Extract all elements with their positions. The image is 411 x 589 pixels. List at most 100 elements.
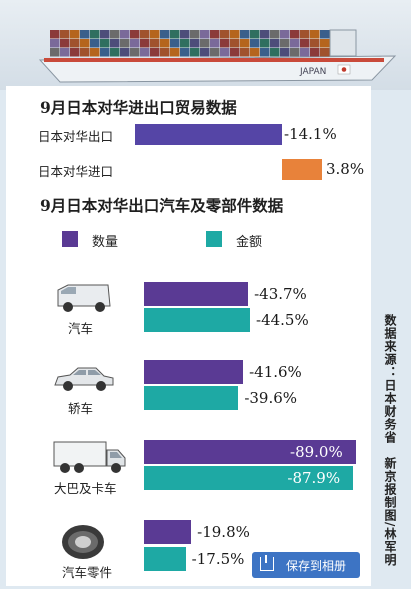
cargo-container — [80, 30, 90, 39]
cargo-container — [90, 39, 100, 48]
download-arrow-icon — [265, 555, 267, 563]
quantity-value-label: -19.8% — [197, 523, 250, 541]
legend-amount-label: 金额 — [236, 235, 263, 250]
cargo-container — [260, 39, 270, 48]
cargo-container — [240, 48, 250, 57]
section1-title: 9月日本对华进出口贸易数据 — [40, 98, 237, 117]
export-label: 日本对华出口 — [38, 129, 114, 144]
cargo-container — [70, 48, 80, 57]
cargo-container — [200, 30, 210, 39]
cargo-container — [320, 30, 330, 39]
cargo-container — [90, 30, 100, 39]
cargo-container — [140, 30, 150, 39]
cargo-container — [240, 39, 250, 48]
cargo-container — [120, 48, 130, 57]
amount-bar — [144, 547, 186, 571]
download-icon — [260, 557, 274, 571]
cargo-container — [250, 39, 260, 48]
amount-value-label: -39.6% — [244, 389, 298, 407]
cargo-container — [160, 30, 170, 39]
category-label-sedan: 轿车 — [68, 401, 94, 416]
cargo-container — [270, 48, 280, 57]
cargo-container — [250, 48, 260, 57]
amount-value-label: -44.5% — [256, 311, 309, 329]
cargo-container — [210, 30, 220, 39]
cargo-container — [160, 48, 170, 57]
cargo-container — [110, 39, 120, 48]
cargo-container — [220, 30, 230, 39]
cargo-container — [310, 30, 320, 39]
cargo-container — [320, 39, 330, 48]
category-label-bus-truck: 大巴及卡车 — [54, 481, 117, 496]
cargo-container — [290, 39, 300, 48]
quantity-value-label: -41.6% — [249, 363, 302, 381]
cargo-container — [180, 48, 190, 57]
quantity-bar — [144, 440, 356, 464]
cargo-container — [300, 39, 310, 48]
cargo-container — [230, 39, 240, 48]
cargo-container — [290, 30, 300, 39]
cargo-container — [230, 30, 240, 39]
legend-quantity-swatch — [62, 231, 78, 247]
cargo-container — [100, 30, 110, 39]
cargo-container — [70, 30, 80, 39]
cargo-container — [190, 39, 200, 48]
cargo-container — [310, 39, 320, 48]
cargo-container — [100, 39, 110, 48]
amount-bar — [144, 308, 250, 332]
truck-icon — [53, 441, 126, 473]
cargo-container — [210, 48, 220, 57]
legend-quantity-label: 数量 — [92, 235, 119, 250]
cargo-container — [260, 48, 270, 57]
cargo-container — [250, 30, 260, 39]
cargo-container — [80, 39, 90, 48]
cargo-container — [180, 39, 190, 48]
cargo-container — [50, 30, 60, 39]
cargo-container — [130, 39, 140, 48]
cargo-container — [300, 30, 310, 39]
amount-bar — [144, 466, 354, 490]
import-label: 日本对华进口 — [38, 164, 114, 179]
cargo-container — [120, 39, 130, 48]
cargo-container — [140, 39, 150, 48]
cargo-container — [200, 39, 210, 48]
header-banner: JAPAN — [0, 0, 411, 90]
category-label-parts: 汽车零件 — [62, 565, 113, 580]
source-note: 数据来源：日本财务省 新京报制图/林军明 — [383, 314, 397, 567]
cargo-container — [130, 48, 140, 57]
cargo-container — [230, 48, 240, 57]
cargo-container — [220, 48, 230, 57]
cargo-container — [170, 30, 180, 39]
tire-icon — [62, 525, 104, 559]
ship-illustration: JAPAN — [38, 29, 397, 83]
cargo-container — [200, 48, 210, 57]
save-to-album-button[interactable]: 保存到相册 — [252, 552, 360, 578]
cargo-container — [180, 30, 190, 39]
cargo-container — [50, 48, 60, 57]
section2-title: 9月日本对华出口汽车及零部件数据 — [40, 196, 284, 215]
quantity-bar — [144, 282, 249, 306]
cargo-container — [110, 30, 120, 39]
cargo-container — [170, 39, 180, 48]
cargo-container — [160, 39, 170, 48]
legend-amount-swatch — [206, 231, 222, 247]
cargo-container — [170, 48, 180, 57]
save-to-album-label: 保存到相册 — [286, 559, 347, 573]
cargo-container — [130, 30, 140, 39]
cargo-container — [140, 48, 150, 57]
cargo-container — [300, 48, 310, 57]
cargo-container — [120, 30, 130, 39]
cargo-container — [80, 48, 90, 57]
import-bar — [282, 159, 322, 180]
quantity-bar — [144, 520, 192, 544]
cargo-container — [280, 39, 290, 48]
ship-name: JAPAN — [299, 67, 326, 77]
cargo-container — [210, 39, 220, 48]
cargo-container — [70, 39, 80, 48]
cargo-container — [150, 39, 160, 48]
cargo-container — [90, 48, 100, 57]
cargo-container — [150, 30, 160, 39]
export-value: -14.1% — [284, 125, 337, 143]
van-icon — [57, 284, 111, 312]
cargo-container — [190, 30, 200, 39]
